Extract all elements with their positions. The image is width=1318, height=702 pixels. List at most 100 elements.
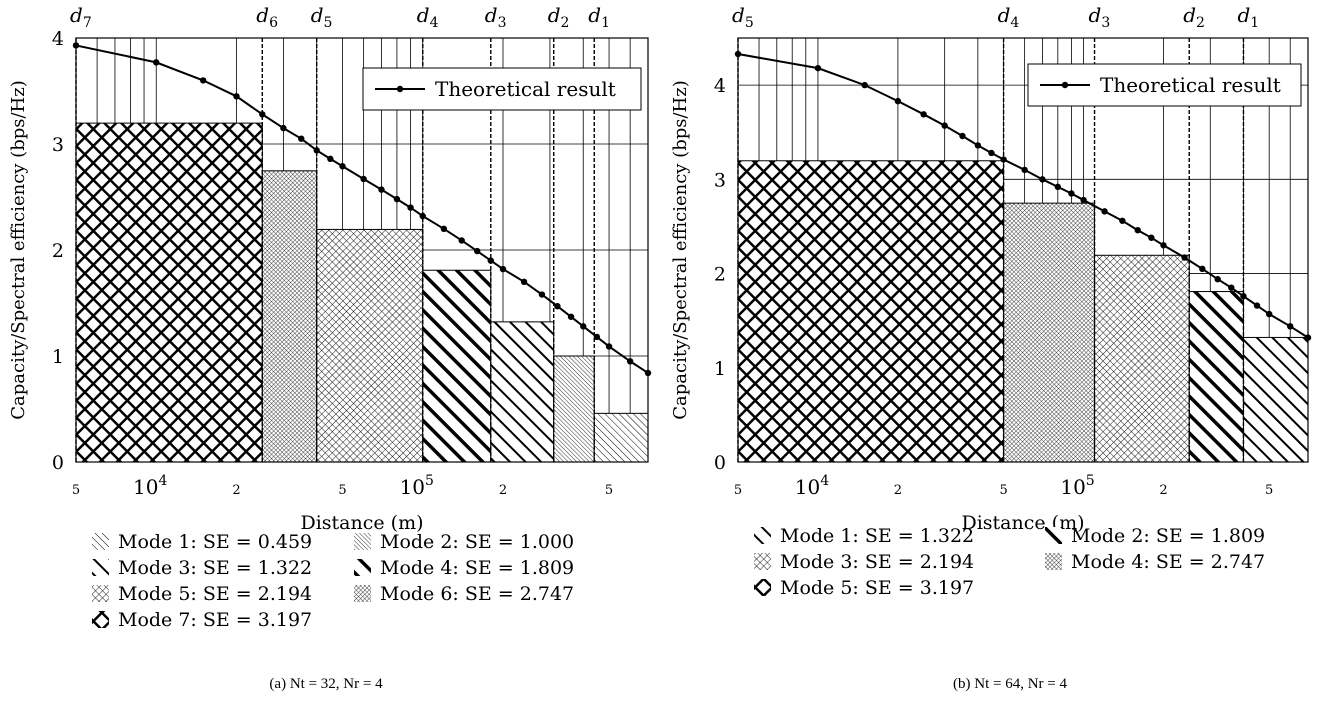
panel-a-threshold-label: d1 xyxy=(588,3,610,31)
panel-a-legend-swatch-mode-4 xyxy=(354,559,371,576)
panel-a-axes-frame xyxy=(75,37,649,463)
panel-b-legend-mode-1: Mode 1: SE = 1.322 xyxy=(780,525,974,547)
panel-b-series-point xyxy=(1160,242,1167,249)
panel-a-series-point xyxy=(458,237,465,244)
panel-b-series-point xyxy=(1228,284,1235,291)
panel-b-series-point xyxy=(1000,156,1007,163)
panel-a-series-point xyxy=(567,313,575,320)
panel-b-x-tick-label: 2 xyxy=(894,483,902,498)
panel-b-series-point xyxy=(974,142,982,149)
panel-a-bar-mode-3 xyxy=(490,321,555,463)
panel-a-y-tick-label: 3 xyxy=(52,134,64,156)
panel-a-series-point xyxy=(538,291,546,298)
panel-a-series-point xyxy=(280,124,287,132)
panel-b-series-point xyxy=(1101,208,1108,215)
panel-b-x-axis-label: Distance (m) xyxy=(961,512,1084,534)
panel-a-series-point xyxy=(407,204,414,211)
panel-a-series-point xyxy=(298,135,305,142)
panel-b-series-point xyxy=(988,149,995,157)
panel-a-threshold-label: d2 xyxy=(548,3,570,31)
panel-b-series-point xyxy=(959,132,966,140)
panel-a-series-point xyxy=(233,93,240,100)
panel-a-series-point xyxy=(153,59,160,66)
panel-a-series-point xyxy=(199,77,207,84)
panel-a-series-point xyxy=(313,147,320,154)
panel-a-bar-mode-7 xyxy=(75,122,263,463)
panel-b-series-point xyxy=(920,111,927,118)
panel-a-caption-label: (a) xyxy=(269,676,287,692)
panel-b-legend-swatch-mode-2 xyxy=(1045,527,1062,544)
panel-a-series-point xyxy=(593,333,601,341)
panel-b-series-point xyxy=(1148,234,1155,241)
panel-b-series-point xyxy=(894,97,902,105)
panel-a-bar-mode-6 xyxy=(261,170,318,463)
panel-b-series-point xyxy=(1253,302,1261,309)
panel-a-legend-swatch-mode-3 xyxy=(92,559,109,576)
panel-b-series-point xyxy=(861,81,868,89)
panel-a-legend-swatch-mode-1 xyxy=(92,533,109,550)
panel-b-x-tick-label: 104 xyxy=(795,473,829,499)
panel-a-series-point xyxy=(580,323,587,330)
panel-a-y-tick-label: 2 xyxy=(52,240,64,262)
panel-a-legend-mode-4: Mode 4: SE = 1.809 xyxy=(380,557,574,579)
panel-b-bar-mode-5 xyxy=(737,160,1005,463)
panel-a-threshold-label: d3 xyxy=(485,3,507,31)
panel-a-legend-swatch-mode-6 xyxy=(354,585,371,602)
panel-a-series-point xyxy=(327,155,334,163)
panel-b-x-tick-label: 2 xyxy=(1159,483,1167,498)
panel-b-series-point xyxy=(941,122,948,129)
panel-b-x-tick-label: 105 xyxy=(1060,473,1094,499)
panel-b-legend-mode-2: Mode 2: SE = 1.809 xyxy=(1071,525,1265,547)
panel-a-threshold-label: d7 xyxy=(70,3,92,31)
panel-b-chart: d5 d4 d3 d2 d1 0 1 2 3 4 5 104 2 5 105 2 5 Distance (m) Ca… xyxy=(670,3,1312,599)
panel-a-caption: (a) Nt = 32, Nr = 4 xyxy=(126,676,526,693)
panel-b-y-tick-label: 0 xyxy=(714,452,726,474)
panel-a-legend-marker xyxy=(396,85,404,93)
panel-a-series-point xyxy=(487,257,494,264)
panel-a-x-tick-label: 5 xyxy=(338,483,346,498)
panel-a-series-point xyxy=(339,163,346,170)
panel-b-x-tick-label: 5 xyxy=(1265,483,1273,498)
panel-a-x-tick-label: 2 xyxy=(232,483,240,498)
panel-a-legend-swatch-mode-2 xyxy=(354,533,371,550)
panel-a-x-tick-label: 2 xyxy=(499,483,507,498)
panel-a-series-point xyxy=(378,186,385,193)
panel-a-bar-mode-5 xyxy=(316,228,424,463)
panel-a-x-tick-label: 5 xyxy=(605,483,613,498)
panel-b-series-point xyxy=(1021,166,1028,174)
panel-a-caption-params: Nt = 32, Nr = 4 xyxy=(289,676,383,692)
panel-b-series-point xyxy=(1214,276,1221,283)
panel-a-legend-mode-2: Mode 2: SE = 1.000 xyxy=(380,531,574,553)
panel-b-series-point xyxy=(1134,227,1141,234)
panel-b-series-point xyxy=(1080,196,1087,204)
panel-a-series-point xyxy=(605,343,613,350)
panel-b-series-point xyxy=(1054,183,1062,191)
panel-b-legend-swatch-mode-4 xyxy=(1045,553,1062,570)
panel-b-threshold-label: d5 xyxy=(732,3,754,31)
panel-a-y-axis-label: Capacity/Spectral efficiency (bps/Hz) xyxy=(8,80,29,420)
panel-b-y-tick-label: 1 xyxy=(714,358,726,380)
panel-b-series-point xyxy=(1181,254,1188,261)
panel-b-y-tick-label: 4 xyxy=(714,75,726,97)
panel-b-bar-mode-2 xyxy=(1188,291,1244,463)
panel-b-legend-mode-4: Mode 4: SE = 2.747 xyxy=(1071,551,1265,573)
panel-a-x-tick-label: 104 xyxy=(133,473,167,499)
panel-a-bar-mode-2 xyxy=(553,355,595,463)
panel-b-legend-swatch-mode-1 xyxy=(754,527,771,544)
panel-b-series-point xyxy=(814,64,822,72)
panel-a-legend-swatch-mode-7 xyxy=(92,611,109,628)
panel-b-bar-mode-4 xyxy=(1003,202,1096,463)
panel-a-x-axis-label: Distance (m) xyxy=(300,512,423,534)
panel-b-threshold-label: d3 xyxy=(1089,3,1111,31)
panel-a-legend-mode-3: Mode 3: SE = 1.322 xyxy=(118,557,312,579)
panel-b-bar-mode-3 xyxy=(1094,254,1190,463)
panel-b-series-point xyxy=(1199,265,1206,273)
panel-a-x-tick-label: 5 xyxy=(72,483,80,498)
panel-b-legend-swatch-mode-5 xyxy=(754,579,771,596)
panel-b-threshold-label: d4 xyxy=(998,3,1020,31)
panel-a-legend-mode-6: Mode 6: SE = 2.747 xyxy=(380,583,574,605)
panel-b-x-tick-label: 5 xyxy=(734,483,742,498)
panel-a-y-tick-label: 1 xyxy=(52,346,64,368)
panel-b-series-point xyxy=(1119,217,1126,224)
